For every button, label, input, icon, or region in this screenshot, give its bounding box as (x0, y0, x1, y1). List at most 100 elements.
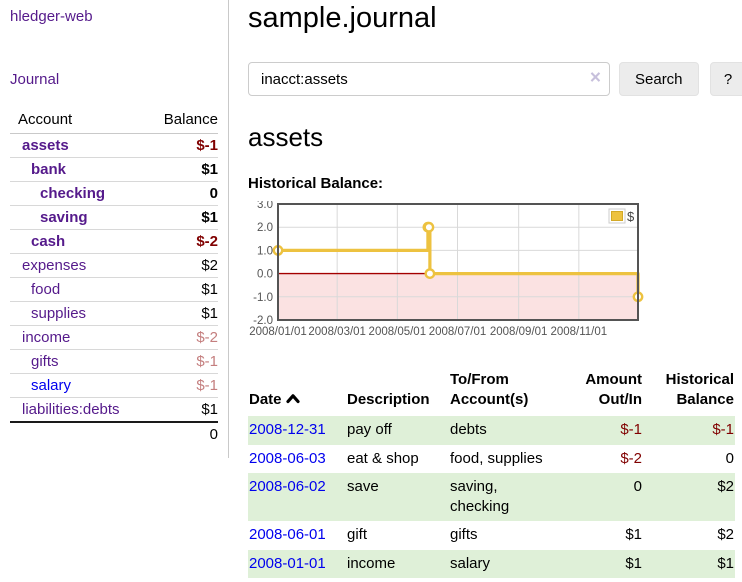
transaction-date-link[interactable]: 2008-06-02 (249, 477, 326, 495)
account-row: food $1 (10, 277, 218, 302)
transaction-description: pay off (347, 421, 392, 439)
account-row: checking 0 (10, 181, 218, 206)
sidebar-account-liabilities-debts[interactable]: liabilities:debts (22, 401, 120, 418)
account-balance: $-2 (149, 229, 218, 254)
transaction-accounts: saving, checking (450, 477, 510, 516)
transaction-date-link[interactable]: 2008-12-31 (249, 421, 326, 439)
transaction-amount: $-2 (620, 449, 642, 467)
sidebar-account-assets[interactable]: assets (22, 137, 69, 154)
transaction-balance: $2 (717, 526, 734, 544)
data-point-marker (423, 221, 435, 233)
x-tick-label: 2008/11/01 (550, 326, 607, 338)
account-balance: $-1 (149, 373, 218, 398)
account-row: bank $1 (10, 157, 218, 182)
x-tick-label: 2008/01/01 (249, 326, 307, 338)
transaction-amount: $1 (625, 554, 642, 572)
sidebar-account-income[interactable]: income (22, 329, 71, 346)
account-balance: $1 (149, 157, 218, 182)
accounts-column-header: Account (10, 109, 150, 134)
register-col-date[interactable]: Date (248, 368, 346, 417)
transaction-amount: $-1 (620, 421, 642, 439)
plot-border (277, 202, 639, 321)
account-balance: $1 (149, 205, 218, 230)
transaction-description: income (347, 554, 396, 572)
brand-link[interactable]: hledger-web (10, 8, 93, 25)
search-input-wrap: × (248, 62, 610, 97)
transaction-description: eat & shop (347, 449, 419, 467)
transaction-balance: $2 (717, 477, 734, 495)
sidebar-account-gifts[interactable]: gifts (31, 353, 59, 370)
register-col-amount: Amount Out/In (585, 370, 642, 409)
search-help-button[interactable]: ? (709, 62, 742, 97)
y-tick-label: -1.0 (253, 292, 273, 304)
chart-title: Historical Balance: (248, 174, 384, 192)
accounts-total-row: 0 (10, 421, 218, 446)
register-table: Date Description To/From Account(s) Amou… (248, 368, 735, 578)
balance-column-header: Balance (149, 109, 218, 134)
page-title: sample.journal (248, 2, 437, 34)
search-button[interactable]: Search (619, 62, 699, 97)
transaction-accounts: gifts (450, 526, 478, 544)
sidebar-account-expenses[interactable]: expenses (22, 257, 87, 274)
y-tick-label: 1.0 (257, 245, 273, 257)
account-row: salary $-1 (10, 373, 218, 398)
register-col-balance: Historical Balance (665, 370, 734, 409)
sidebar-account-bank[interactable]: bank (31, 161, 67, 178)
account-balance: $1 (149, 301, 218, 326)
register-col-accounts: To/From Account(s) (450, 370, 529, 409)
sort-ascending-icon (285, 391, 300, 408)
accounts-header-row: Account Balance (10, 109, 218, 134)
account-balance: $1 (149, 277, 218, 302)
brand: hledger-web (10, 8, 218, 25)
account-row: saving $1 (10, 205, 218, 230)
register-row: 2008-06-03 eat & shop food, supplies $-2 0 (248, 445, 735, 473)
sidebar-account-salary[interactable]: salary (31, 377, 72, 394)
main-content: sample.journal × Search ? assets Histori… (229, 0, 742, 578)
x-tick-label: 2008/05/01 (369, 326, 427, 338)
register-row: 2008-12-31 pay off debts $-1 $-1 (248, 416, 735, 445)
x-tick-label: 2008/07/01 (429, 326, 487, 338)
transaction-date-link[interactable]: 2008-06-03 (249, 449, 326, 467)
search-input[interactable] (248, 62, 610, 97)
x-tick-label: 2008/09/01 (490, 326, 548, 338)
register-col-description: Description (347, 391, 430, 409)
search-form: × Search ? (248, 62, 742, 97)
transaction-amount: $1 (625, 526, 642, 544)
transaction-amount: 0 (633, 477, 642, 495)
transaction-accounts: food, supplies (450, 449, 543, 467)
sidebar-account-cash[interactable]: cash (31, 233, 66, 250)
sidebar-accounts-table: Account Balance assets $-1 bank $1 checking 0… (10, 109, 218, 446)
data-point-marker (424, 268, 436, 279)
sidebar: hledger-web Journal Account Balance asse… (0, 0, 229, 458)
account-row: liabilities:debts $1 (10, 397, 218, 423)
register-row: 2008-06-01 gift gifts $1 $2 (248, 521, 735, 549)
sidebar-account-checking[interactable]: checking (40, 185, 106, 202)
y-tick-label: 3.0 (257, 201, 273, 211)
sidebar-account-saving[interactable]: saving (40, 209, 88, 226)
account-balance: 0 (149, 181, 218, 206)
y-tick-label: -2.0 (253, 315, 273, 327)
sidebar-account-supplies[interactable]: supplies (31, 305, 87, 322)
y-tick-label: 2.0 (257, 222, 273, 234)
account-balance: $2 (149, 253, 218, 278)
transaction-date-link[interactable]: 2008-06-01 (249, 526, 326, 544)
clear-search-icon[interactable]: × (589, 68, 601, 90)
accounts-total-value: 0 (149, 421, 218, 446)
account-row: income $-2 (10, 325, 218, 350)
register-row: 2008-01-01 income salary $1 $1 (248, 549, 735, 578)
sidebar-account-food[interactable]: food (31, 281, 61, 298)
x-tick-label: 2008/03/01 (308, 326, 366, 338)
transaction-date-link[interactable]: 2008-01-01 (249, 554, 326, 572)
account-balance: $-1 (149, 133, 218, 158)
transaction-accounts: debts (450, 421, 487, 439)
account-row: supplies $1 (10, 301, 218, 326)
register-row: 2008-06-02 save saving, checking 0 $2 (248, 472, 735, 522)
legend-label: $ (627, 209, 635, 224)
transaction-balance: $1 (717, 554, 734, 572)
transaction-accounts: salary (450, 554, 491, 572)
account-row: assets $-1 (10, 133, 218, 158)
register-header-row: Date Description To/From Account(s) Amou… (248, 368, 735, 417)
sidebar-item-journal[interactable]: Journal (10, 71, 60, 88)
account-row: expenses $2 (10, 253, 218, 278)
